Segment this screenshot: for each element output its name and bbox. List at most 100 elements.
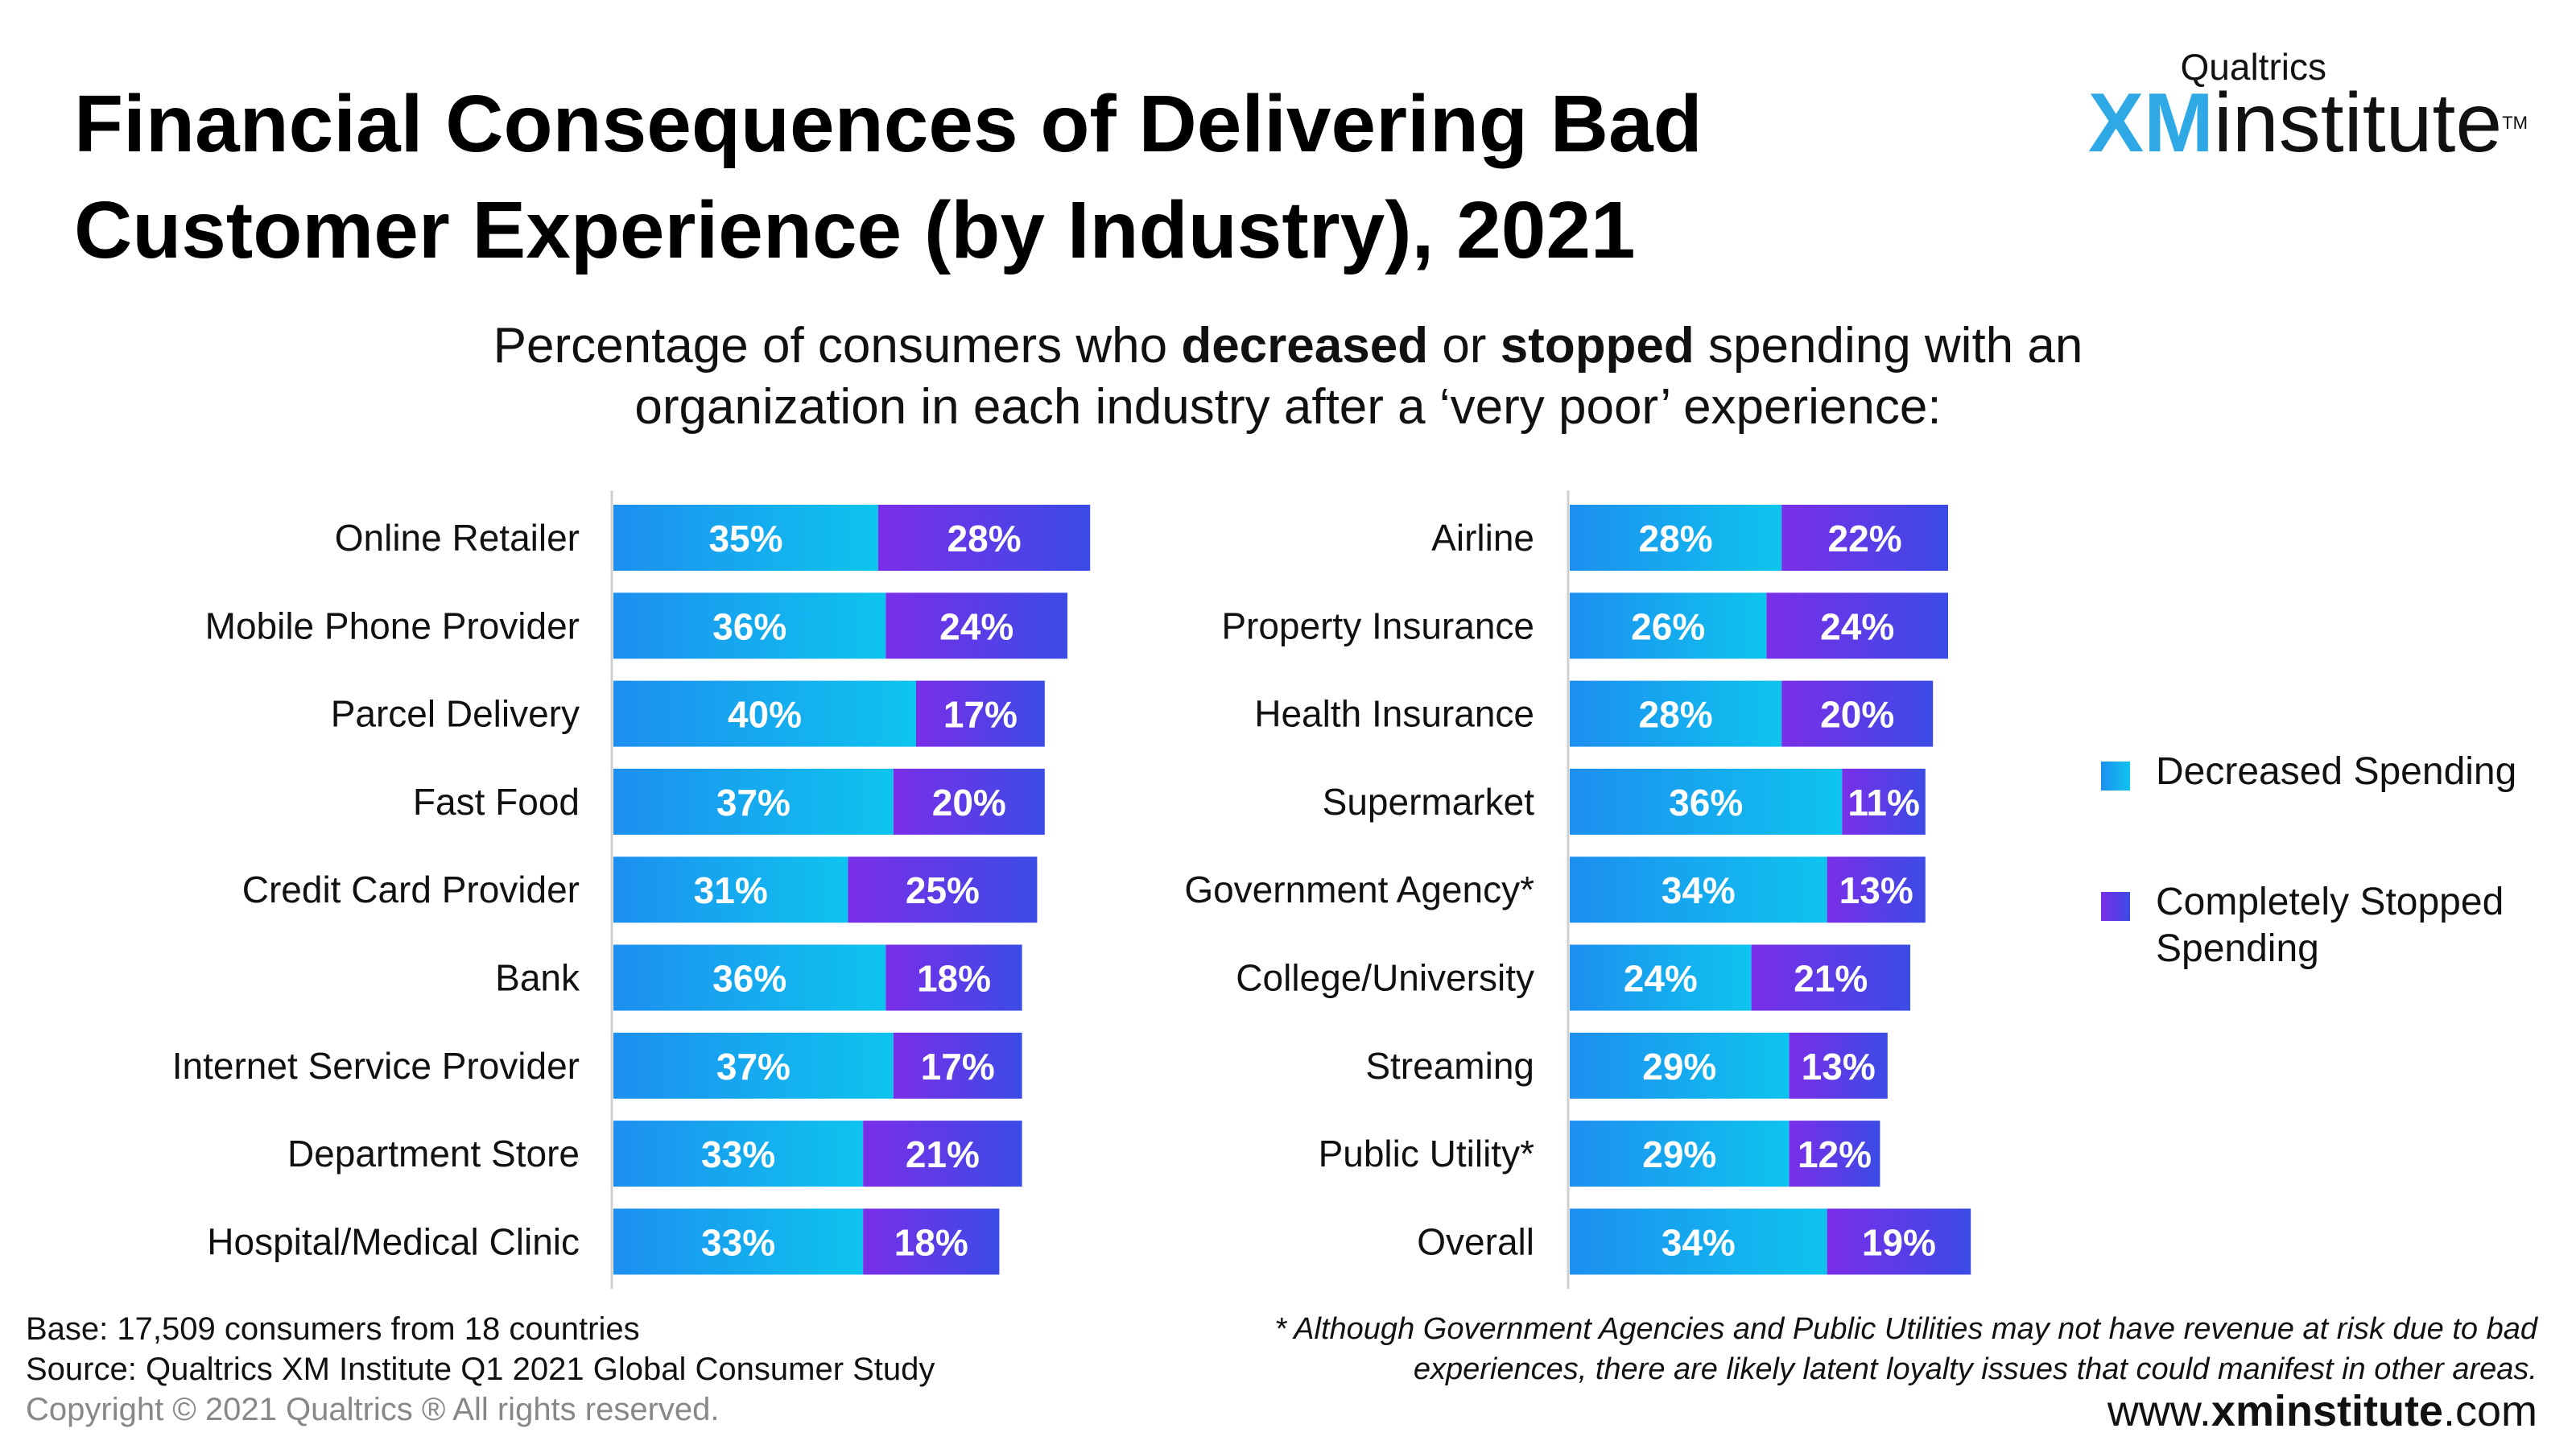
left-bar-stopped: [863, 1208, 1000, 1275]
right-value-label-stopped: 21%: [1794, 958, 1868, 1000]
left-bar-stopped: [863, 1121, 1022, 1187]
right-value-label-decreased: 26%: [1631, 605, 1705, 647]
left-bar-decreased: [613, 1121, 864, 1187]
right-value-label-stopped: 13%: [1839, 869, 1913, 911]
left-value-label-stopped: 25%: [906, 869, 980, 911]
right-bar-decreased: [1570, 1121, 1790, 1187]
right-bar-stopped: [1789, 1121, 1880, 1187]
right-bar-stopped: [1781, 505, 1948, 571]
right-value-label-stopped: 19%: [1862, 1221, 1936, 1263]
left-category-label: Hospital/Medical Clinic: [207, 1220, 580, 1262]
right-bar-stopped: [1827, 857, 1926, 923]
right-value-label-decreased: 28%: [1639, 518, 1713, 559]
subtitle-bold-stopped: stopped: [1500, 318, 1695, 374]
footer-base: Base: 17,509 consumers from 18 countries: [26, 1311, 640, 1347]
website-domain: xminstitute: [2211, 1387, 2443, 1435]
left-value-label-stopped: 18%: [894, 1221, 968, 1263]
right-bar-stopped: [1781, 680, 1934, 747]
page-title: Financial Consequences of Delivering Bad…: [74, 79, 1703, 275]
right-bar-decreased: [1570, 857, 1827, 923]
left-value-label-decreased: 33%: [701, 1221, 775, 1263]
subtitle-part-3: spending with an organization in each in…: [634, 318, 2083, 435]
right-value-label-decreased: 34%: [1662, 869, 1736, 911]
logo-institute-text: institute: [2213, 76, 2503, 170]
right-category-label: Supermarket: [1323, 781, 1535, 823]
left-value-label-stopped: 24%: [939, 605, 1013, 647]
footer-notes: Base: 17,509 consumers from 18 countries…: [26, 1309, 935, 1430]
right-bar-stopped: [1842, 768, 1926, 835]
right-bar-stopped: [1827, 1208, 1971, 1275]
right-value-label-decreased: 29%: [1642, 1133, 1716, 1175]
right-value-label-decreased: 36%: [1669, 782, 1743, 824]
right-bar-decreased: [1570, 1032, 1790, 1099]
left-bar-decreased: [613, 680, 916, 747]
right-value-label-decreased: 34%: [1662, 1221, 1736, 1263]
right-bar-decreased: [1570, 1208, 1827, 1275]
left-category-label: Internet Service Provider: [172, 1045, 580, 1087]
legend-item-stopped: Completely Stopped Spending: [2101, 879, 2552, 972]
right-value-label-decreased: 24%: [1624, 958, 1698, 1000]
right-bar-stopped: [1789, 1032, 1888, 1099]
left-category-label: Department Store: [287, 1133, 580, 1174]
right-value-label-stopped: 11%: [1847, 782, 1920, 824]
footer-copyright: Copyright © 2021 Qualtrics ® All rights …: [26, 1392, 720, 1427]
left-category-label: Credit Card Provider: [242, 869, 580, 910]
right-category-label: Overall: [1417, 1220, 1534, 1262]
left-bar-stopped: [878, 505, 1091, 571]
left-value-label-decreased: 36%: [712, 605, 786, 647]
left-value-label-decreased: 37%: [716, 782, 791, 824]
right-value-label-decreased: 28%: [1639, 694, 1713, 736]
left-value-label-decreased: 35%: [708, 518, 782, 559]
right-bar-stopped: [1766, 592, 1948, 659]
left-value-label-decreased: 33%: [701, 1133, 775, 1175]
logo-qualtrics-text: Qualtrics: [2180, 46, 2326, 88]
right-bar-decreased: [1570, 592, 1767, 659]
right-value-label-stopped: 24%: [1820, 605, 1894, 647]
left-value-label-stopped: 20%: [932, 782, 1006, 824]
subtitle-part-2: or: [1428, 318, 1501, 374]
left-bar-decreased: [613, 1032, 894, 1099]
left-value-label-stopped: 21%: [906, 1133, 980, 1175]
right-value-label-stopped: 13%: [1802, 1046, 1876, 1088]
legend-label-stopped: Completely Stopped Spending: [2156, 881, 2504, 970]
website-suffix: .com: [2442, 1387, 2537, 1435]
right-bar-decreased: [1570, 680, 1782, 747]
right-category-label: Streaming: [1365, 1045, 1534, 1087]
website-prefix: www.: [2107, 1387, 2211, 1435]
left-bar-decreased: [613, 592, 886, 659]
right-category-label: Public Utility*: [1319, 1133, 1535, 1174]
left-category-label: Mobile Phone Provider: [205, 605, 580, 646]
website-url: www.xminstitute.com: [2107, 1386, 2537, 1436]
right-value-label-stopped: 22%: [1828, 518, 1902, 559]
left-bar-stopped: [893, 1032, 1022, 1099]
left-bar-decreased: [613, 1208, 864, 1275]
left-value-label-stopped: 17%: [943, 694, 1018, 736]
legend-swatch-decreased: [2101, 762, 2130, 791]
footer-source: Source: Qualtrics XM Institute Q1 2021 G…: [26, 1352, 935, 1387]
legend-swatch-stopped: [2101, 892, 2130, 921]
xm-institute-logo: Qualtrics XMinstituteTM: [2077, 45, 2528, 167]
left-bar-stopped: [848, 857, 1038, 923]
logo-wordmark: XMinstituteTM: [2088, 79, 2528, 167]
left-value-label-decreased: 40%: [728, 694, 802, 736]
left-value-label-decreased: 31%: [694, 869, 768, 911]
left-value-label-decreased: 37%: [716, 1046, 791, 1088]
right-category-label: Health Insurance: [1254, 693, 1534, 735]
left-value-label-stopped: 17%: [921, 1046, 995, 1088]
left-value-label-decreased: 36%: [712, 958, 786, 1000]
right-bar-decreased: [1570, 768, 1843, 835]
left-bar-stopped: [916, 680, 1045, 747]
left-category-label: Fast Food: [413, 781, 580, 823]
right-value-label-stopped: 20%: [1820, 694, 1894, 736]
left-category-label: Bank: [495, 957, 580, 999]
left-bar-decreased: [613, 857, 848, 923]
right-bar-stopped: [1751, 944, 1910, 1011]
footnote: * Although Government Agencies and Publi…: [1274, 1312, 2537, 1386]
legend-item-decreased: Decreased Spending: [2101, 749, 2552, 795]
logo-tm-text: TM: [2502, 113, 2528, 133]
right-bar-decreased: [1570, 944, 1752, 1011]
left-category-label: Parcel Delivery: [331, 693, 580, 735]
right-category-label: Government Agency*: [1184, 869, 1534, 910]
chart-legend: Decreased Spending Completely Stopped Sp…: [2101, 749, 2552, 972]
